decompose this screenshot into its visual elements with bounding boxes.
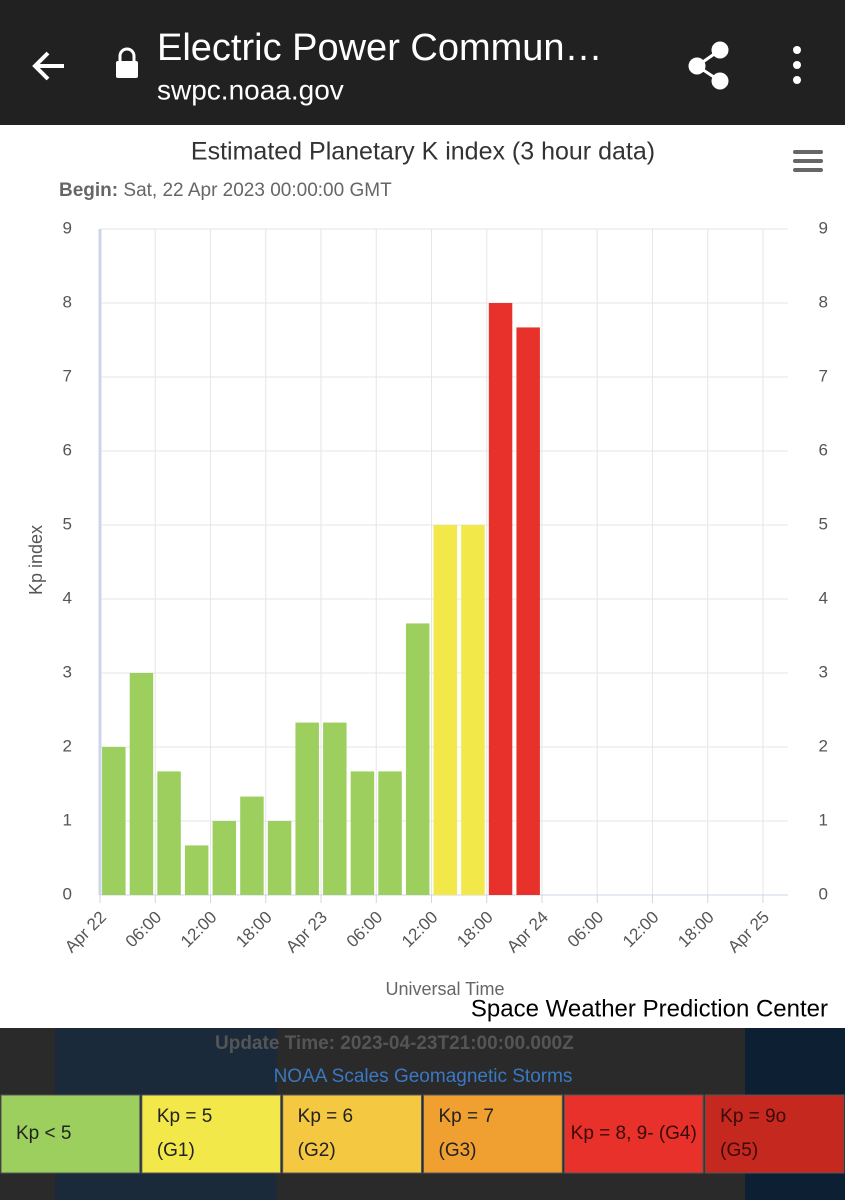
x-axis-title: Universal Time [385,979,504,999]
x-tick-label: 06:00 [122,908,166,952]
y2-tick-label: 6 [819,440,828,459]
bar [184,845,209,895]
y2-tick-label: 4 [819,588,828,607]
subtitle-label: Begin: [59,180,118,201]
y-tick-label: 4 [63,588,72,607]
y2-tick-label: 8 [819,292,828,311]
x-tick-label: 18:00 [232,908,276,952]
bar [267,821,292,895]
scale-box [141,1094,282,1174]
y-tick-label: 0 [63,884,72,903]
x-tick-label: Apr 25 [724,908,773,957]
x-tick-label: 18:00 [453,908,497,952]
scale-box [0,1094,141,1174]
scale-label: Kp = 6 [298,1106,353,1127]
scale-label: Kp = 5 [157,1106,212,1127]
share-button[interactable] [688,41,729,90]
bar [433,525,458,895]
y2-tick-label: 0 [819,884,828,903]
bar [488,303,513,895]
bar [295,722,319,895]
bar [350,771,375,895]
x-tick-label: 12:00 [619,908,663,952]
x-tick-label: 06:00 [343,908,387,952]
scale-sublabel: (G2) [298,1140,336,1161]
scale-box [563,1094,704,1174]
bar [323,722,347,895]
x-tick-label: 12:00 [177,908,221,952]
y2-tick-label: 9 [819,218,828,237]
subtitle-value: Sat, 22 Apr 2023 00:00:00 GMT [123,180,392,201]
page-title: Electric Power Commun… [157,27,603,69]
y2-tick-label: 1 [819,810,828,829]
scales: Kp < 5 Kp = 5 (G1) Kp = 6 (G2) Kp = 7 (G3) Kp =… [0,1094,845,1174]
page-url: swpc.noaa.gov [157,74,344,105]
bar [405,623,430,895]
chart-title: Estimated Planetary K index (3 hour data… [191,138,655,166]
bar [129,673,154,895]
update-time: Update Time: 2023-04-23T21:00:00.000Z [215,1033,574,1054]
x-tick-label: Apr 22 [61,908,110,957]
chart-subtitle: Begin: Sat, 22 Apr 2023 00:00:00 GMT [59,180,392,201]
scale-label: Kp < 5 [16,1123,71,1144]
y-tick-label: 9 [63,218,72,237]
credit: Space Weather Prediction Center [471,995,828,1022]
y-tick-label: 8 [63,292,72,311]
scale-sublabel: (G3) [439,1140,477,1161]
scales-link[interactable]: NOAA Scales Geomagnetic Storms [274,1066,573,1087]
y-tick-label: 2 [63,736,72,755]
x-tick-label: Apr 24 [503,908,552,957]
y-axis-title: Kp index [26,525,46,595]
menu-button[interactable] [793,46,801,84]
scale-label: Kp = 9o [720,1106,786,1127]
y-tick-label: 7 [63,366,72,385]
scale-sublabel: (G5) [720,1140,758,1161]
chart-menu[interactable] [793,150,823,172]
y-tick-label: 5 [63,514,72,533]
bar [240,796,264,895]
scale-box [423,1094,563,1174]
scale-label: Kp = 7 [439,1106,494,1127]
y-tick-label: 6 [63,440,72,459]
y2-tick-label: 3 [819,662,828,681]
scale-box [704,1094,845,1174]
x-tick-label: 06:00 [564,908,608,952]
bar [157,771,181,895]
y2-tick-label: 7 [819,366,828,385]
scale-box [282,1094,422,1174]
bar [102,747,126,895]
y2-tick-label: 5 [819,514,828,533]
x-tick-label: 18:00 [674,908,718,952]
scale-label: Kp = 8, 9- (G4) [571,1123,697,1144]
bar [461,525,485,895]
x-tick-label: 12:00 [398,908,442,952]
y-tick-label: 3 [63,662,72,681]
bar [378,771,402,895]
bar [212,821,237,895]
y2-tick-label: 2 [819,736,828,755]
back-button[interactable] [32,51,64,81]
y-tick-label: 1 [63,810,72,829]
lock-icon [116,47,138,78]
scale-sublabel: (G1) [157,1140,195,1161]
x-tick-label: Apr 23 [282,908,331,957]
bar [516,327,540,895]
